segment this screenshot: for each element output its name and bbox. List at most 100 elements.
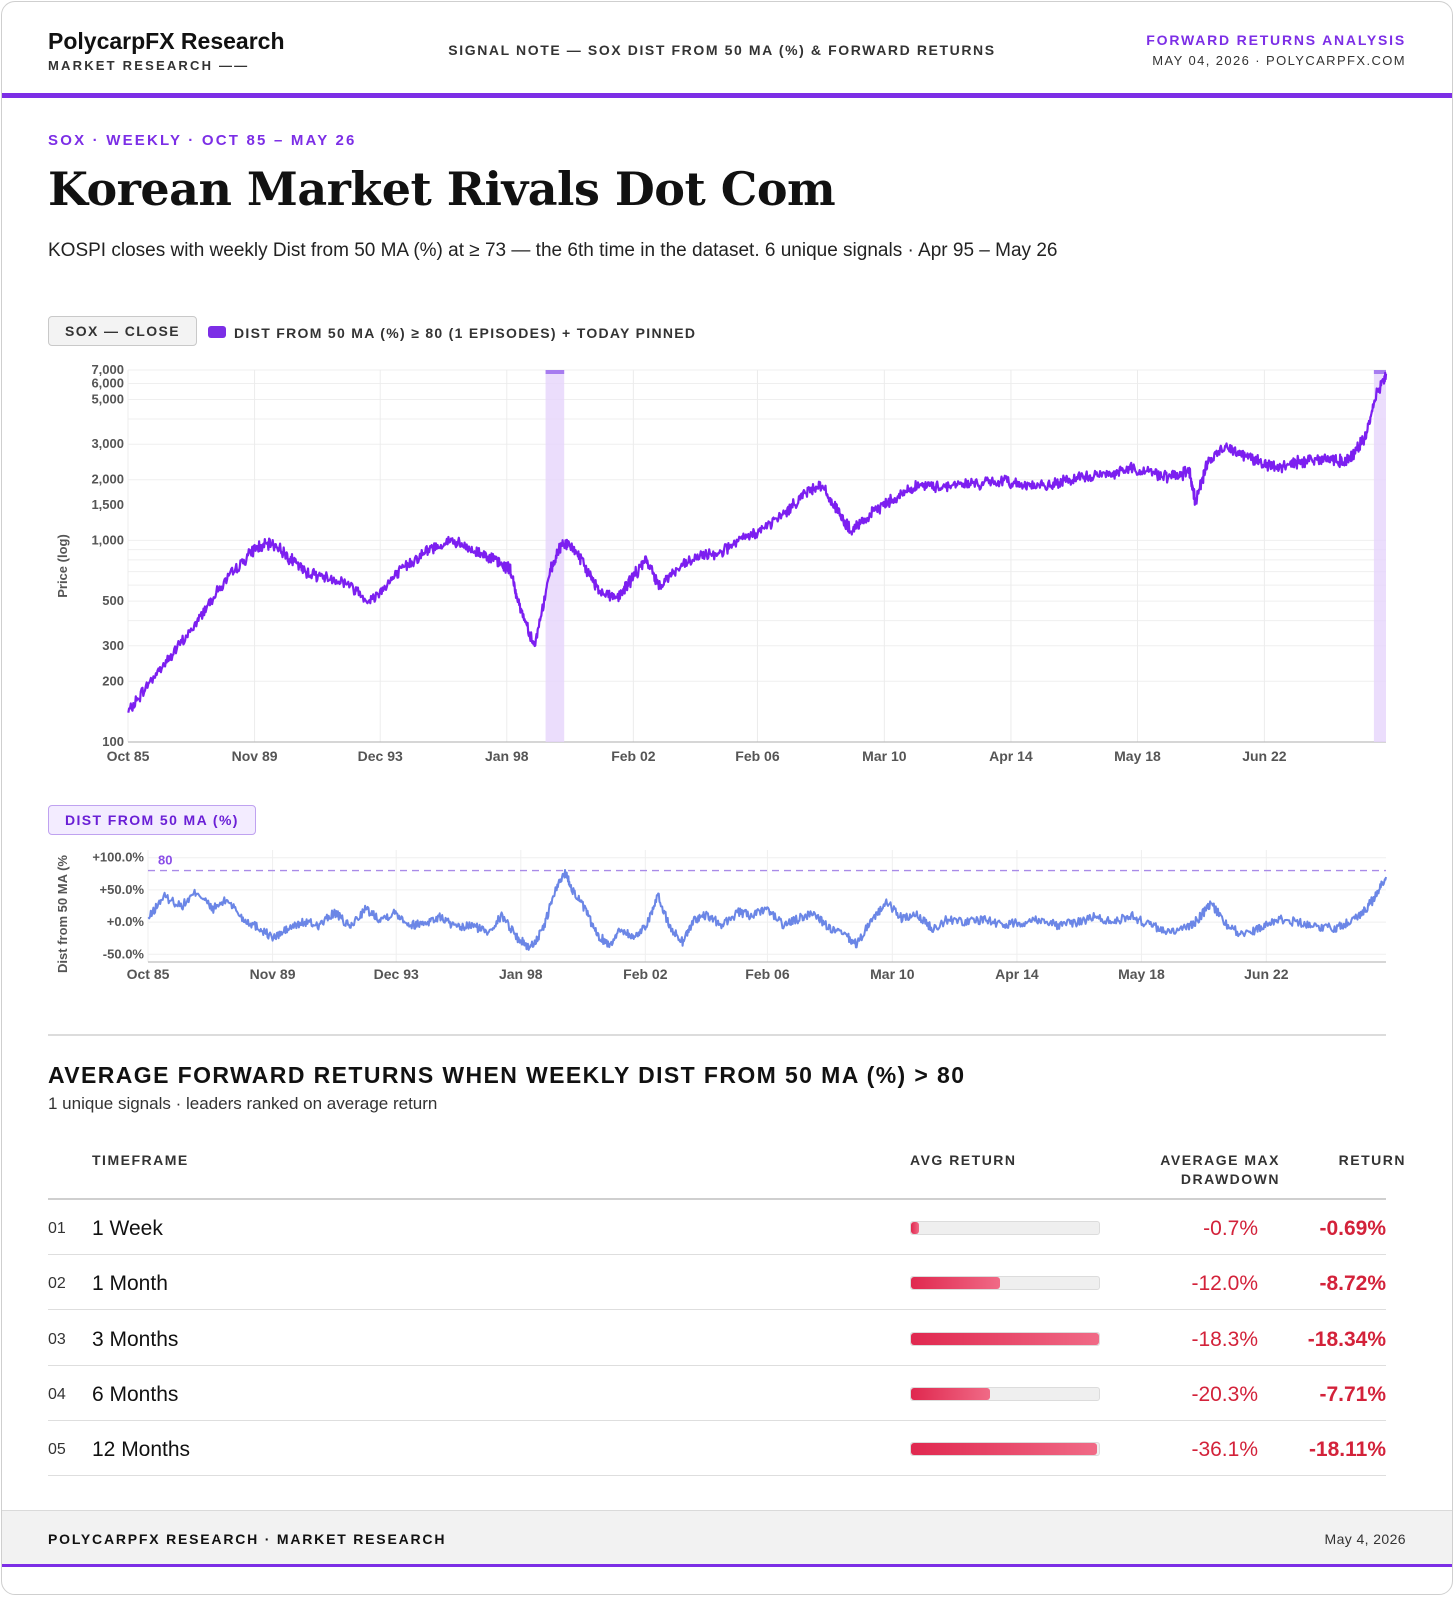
signal-note-title: SIGNAL NOTE — SOX DIST FROM 50 MA (%) & … [448, 42, 996, 58]
row-timeframe: 1 Week [92, 1217, 163, 1240]
row-timeframe: 6 Months [92, 1382, 179, 1406]
price-x-tick-label: Jan 98 [485, 748, 529, 764]
row-drawdown: -20.3% [1191, 1382, 1258, 1406]
price-x-tick-label: Feb 06 [735, 748, 780, 764]
price-chart: 100 200 300 500 1,000 1,500 2,000 3,000 5,0006,0… [55, 362, 1388, 764]
row-return: -0.69% [1319, 1217, 1386, 1240]
dist-x-tick-label: Oct 85 [127, 966, 170, 982]
avg-return-bar [910, 1386, 1100, 1401]
legend-swatch [208, 326, 226, 338]
header-accent-rule [2, 93, 1452, 98]
row-timeframe: 1 Month [92, 1272, 168, 1296]
price-x-tick-label: Nov 89 [232, 748, 278, 764]
signal-highlight-cap [545, 370, 565, 374]
footer-date: May 4, 2026 [1324, 1531, 1406, 1547]
table-header-rule [48, 1198, 1386, 1200]
avg-return-bar [910, 1221, 1100, 1235]
table-row[interactable]: 02 1 Month -12.0% -8.72% [48, 1255, 1386, 1311]
price-x-tick-label: Mar 10 [862, 748, 907, 764]
footer-accent-rule [2, 1564, 1452, 1567]
row-drawdown: -12.0% [1191, 1272, 1258, 1296]
threshold-label: 80 [158, 853, 172, 868]
price-highlight-bands [545, 370, 1386, 742]
footer: POLYCARPFX RESEARCH · MARKET RESEARCH Ma… [2, 1510, 1452, 1566]
brand-subtitle: MARKET RESEARCH —— [48, 58, 250, 73]
avg-return-bar [910, 1442, 1100, 1457]
price-y-ticks: 100 200 300 500 1,000 1,500 2,000 3,000 5,0006,0… [91, 362, 124, 749]
dist-chart: +100.0% +50.0% +0.0% -50.0% Oct 85 Nov 89 Dec… [55, 850, 1387, 982]
dist-x-tick-label: Mar 10 [870, 966, 915, 982]
price-series-chip[interactable]: SOX — CLOSE [48, 316, 197, 346]
dist-grid [147, 850, 1386, 963]
row-return: -8.72% [1319, 1272, 1386, 1296]
row-index: 03 [48, 1330, 66, 1348]
col-header-return[interactable]: RETURN [1338, 1152, 1406, 1168]
row-return: -18.11% [1308, 1438, 1386, 1462]
table-row[interactable]: 04 6 Months -20.3% -7.71% [48, 1366, 1386, 1421]
row-timeframe: 3 Months [92, 1327, 179, 1351]
table-row[interactable]: 03 3 Months -18.3% -18.34% [48, 1311, 1386, 1366]
footer-brand: POLYCARPFX RESEARCH · MARKET RESEARCH [48, 1531, 447, 1547]
section-divider [48, 1034, 1386, 1036]
price-y-tick-label: 3,000 [91, 436, 124, 451]
col-header-timeframe[interactable]: TIMEFRAME [92, 1152, 189, 1168]
price-series-line [127, 371, 1388, 713]
price-y-tick-label: 200 [102, 673, 124, 688]
row-index: 02 [48, 1275, 66, 1293]
dist-y-tick-label: +0.0% [107, 914, 145, 929]
price-y-tick-label: 100 [102, 734, 124, 749]
dist-series-chip[interactable]: DIST FROM 50 MA (%) [48, 805, 256, 835]
row-index: 05 [48, 1441, 66, 1459]
price-x-tick-label: Oct 85 [107, 748, 150, 764]
dist-x-tick-label: May 18 [1118, 966, 1165, 982]
analysis-label: FORWARD RETURNS ANALYSIS [1146, 32, 1406, 48]
dist-x-tick-label: Nov 89 [250, 966, 296, 982]
avg-return-bar-fill [911, 1332, 1099, 1345]
table-row[interactable]: 05 12 Months -36.1% -18.11% [48, 1421, 1386, 1477]
avg-return-bar [910, 1276, 1100, 1291]
dist-x-tick-label: Jan 98 [499, 966, 543, 982]
price-y-axis-label: Price (log) [55, 534, 70, 598]
price-x-tick-label: Dec 93 [358, 748, 403, 764]
price-y-tick-label: 5,000 [91, 391, 124, 406]
dist-x-tick-label: Feb 02 [623, 966, 668, 982]
price-x-ticks: Oct 85 Nov 89 Dec 93 Jan 98 Feb 02 Feb 06 Mar … [107, 748, 1287, 764]
col-header-drawdown[interactable]: AVERAGE MAX DRAWDOWN [1160, 1152, 1280, 1187]
row-drawdown: -18.3% [1191, 1327, 1258, 1351]
dist-x-tick-label: Jun 22 [1244, 966, 1289, 982]
avg-return-bar-fill [911, 1387, 990, 1400]
dist-x-ticks: Oct 85 Nov 89 Dec 93 Jan 98 Feb 02 Feb 06 Mar … [127, 966, 1289, 982]
dist-y-tick-label: +100.0% [92, 850, 144, 865]
report-header: PolycarpFX Research MARKET RESEARCH —— S… [2, 2, 1452, 94]
price-x-tick-label: Feb 02 [611, 748, 656, 764]
avg-return-bar-fill [911, 1277, 1001, 1290]
price-y-tick-label: 300 [102, 638, 124, 653]
dist-x-tick-label: Dec 93 [374, 966, 419, 982]
col-header-avg-return[interactable]: AVG RETURN [910, 1152, 1017, 1168]
row-drawdown: -36.1% [1191, 1438, 1258, 1462]
dist-x-tick-label: Apr 14 [995, 966, 1039, 982]
table-row[interactable]: 01 1 Week -0.7% -0.69% [48, 1200, 1386, 1255]
dist-x-tick-label: Feb 06 [745, 966, 790, 982]
dist-y-tick-label: -50.0% [103, 946, 145, 961]
legend-label: DIST FROM 50 MA (%) ≥ 80 (1 EPISODES) + … [234, 325, 697, 341]
avg-return-bar-fill [911, 1443, 1098, 1456]
price-x-tick-label: Apr 14 [989, 748, 1033, 764]
price-x-tick-label: May 18 [1114, 748, 1161, 764]
signal-highlight-cap [1373, 370, 1386, 374]
date-and-site: MAY 04, 2026 · POLYCARPFX.COM [1152, 53, 1406, 68]
row-return: -18.34% [1307, 1327, 1386, 1351]
avg-return-bar [910, 1331, 1100, 1346]
brand-name: PolycarpFX Research [48, 28, 285, 54]
avg-return-bar-fill [911, 1222, 919, 1234]
price-y-tick-label: 1,500 [91, 497, 124, 512]
row-index: 01 [48, 1220, 66, 1237]
price-y-tick-label: 500 [102, 593, 124, 608]
page-title: Korean Market Rivals Dot Com [48, 162, 836, 216]
returns-section-title: AVERAGE FORWARD RETURNS WHEN WEEKLY DIST… [48, 1062, 966, 1088]
price-x-tick-label: Jun 22 [1242, 748, 1287, 764]
row-index: 04 [48, 1385, 66, 1403]
dist-series-line [147, 869, 1387, 951]
price-y-tick-label: 2,000 [91, 472, 124, 487]
